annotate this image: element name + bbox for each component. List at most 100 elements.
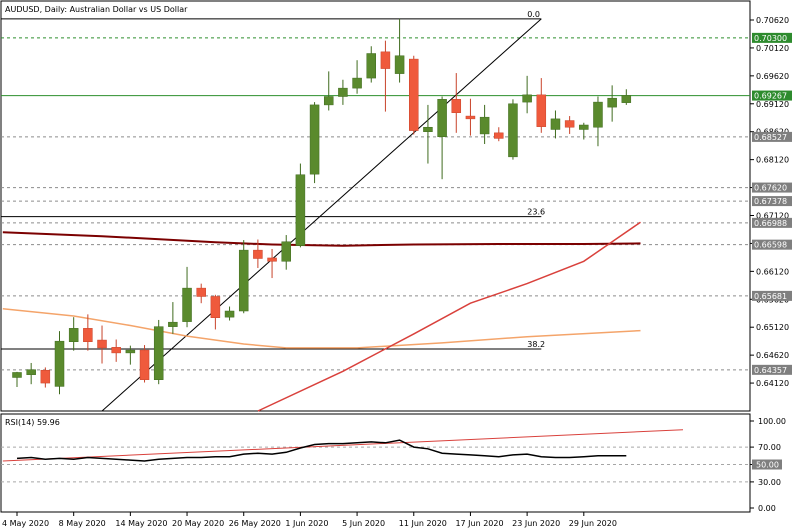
price-tick-label: 0.66120 <box>756 267 789 276</box>
candle-body <box>409 58 419 131</box>
candle-body <box>40 369 51 384</box>
candle-body <box>607 97 617 108</box>
price-tick-label: 0.70120 <box>756 44 789 53</box>
candle-body <box>465 115 476 120</box>
candle-body <box>323 96 334 106</box>
price-tick-label: 0.70620 <box>756 16 789 25</box>
candle <box>139 345 150 383</box>
price-tick-label: 0.64120 <box>756 379 789 388</box>
time-tick-label: 29 Jun 2020 <box>569 519 617 528</box>
fibonacci-trendline <box>101 18 542 412</box>
candle <box>593 96 603 147</box>
candle-body <box>621 95 632 103</box>
candle <box>423 104 433 164</box>
candle <box>182 266 192 328</box>
rsi-tick-label: 0.00 <box>758 504 776 513</box>
candle <box>380 40 391 112</box>
price-tick-label: 0.65120 <box>756 323 789 332</box>
rsi-line <box>16 439 627 462</box>
time-tick-label: 20 May 2020 <box>172 519 224 528</box>
horizontal-levels <box>1 37 750 371</box>
candle-body <box>168 321 178 327</box>
candle <box>210 294 221 330</box>
candle-body <box>451 99 462 113</box>
moving-average-line <box>2 231 641 247</box>
price-tag <box>752 217 792 228</box>
candle <box>111 339 121 362</box>
candle <box>465 98 476 136</box>
candle-body <box>139 349 150 380</box>
candle <box>26 362 36 385</box>
candle <box>479 104 490 144</box>
moving-average-line <box>257 221 641 412</box>
candle <box>168 302 178 334</box>
price-tag-label: 0.66598 <box>754 241 787 250</box>
time-tick-label: 1 Jun 2020 <box>285 519 328 528</box>
time-tick-label: 11 Jun 2020 <box>399 519 447 528</box>
candle <box>494 127 504 142</box>
candle <box>437 96 447 180</box>
candle-body <box>579 124 589 130</box>
price-tag <box>752 196 792 207</box>
price-tick-label: 0.69620 <box>756 72 789 81</box>
candle <box>323 71 334 111</box>
price-tag-label: 0.68527 <box>754 133 787 142</box>
candle <box>281 235 291 270</box>
candle-body <box>196 287 206 297</box>
candle-body <box>536 94 547 127</box>
time-tick-label: 5 Jun 2020 <box>342 519 385 528</box>
rsi-grid <box>1 446 750 483</box>
candle <box>352 60 362 94</box>
candle-body <box>437 99 447 137</box>
candle-body <box>338 87 348 97</box>
candle <box>238 240 249 314</box>
candle-body <box>83 328 93 342</box>
rsi-label: RSI(14) 59.96 <box>5 418 60 427</box>
time-tick-label: 14 May 2020 <box>115 519 167 528</box>
candle-body <box>309 104 320 175</box>
rsi-tick-label: 100.00 <box>758 417 786 426</box>
price-panel: 0.0 23.6 38.2 AUDUSD, Daily: Australian Do… <box>0 0 751 412</box>
candle <box>267 249 277 279</box>
price-tag-label: 0.69267 <box>754 92 787 101</box>
price-tag <box>752 182 792 193</box>
rsi-level-tag-label: 50.00 <box>756 461 779 470</box>
price-tag <box>752 90 792 101</box>
candle <box>40 367 51 388</box>
candle <box>621 89 632 105</box>
candle-body <box>182 287 192 322</box>
candle-body <box>550 118 561 130</box>
candle <box>253 239 263 269</box>
candle <box>607 85 617 122</box>
candle <box>579 122 589 140</box>
price-tag <box>752 239 792 250</box>
candle <box>54 331 65 395</box>
candle <box>536 78 547 133</box>
fibonacci-level-label: 38.2 <box>527 340 545 349</box>
candle-body <box>508 103 518 158</box>
candles <box>12 18 632 395</box>
rsi-axis: 100.00 70.00 30.00 0.00 50.00 <box>750 417 786 513</box>
price-tag <box>752 290 792 301</box>
time-tick-label: 17 Jun 2020 <box>455 519 503 528</box>
candle <box>564 116 575 134</box>
time-axis: 4 May 2020 8 May 2020 14 May 2020 20 May 20… <box>2 512 617 528</box>
candle-body <box>295 174 306 246</box>
price-tag <box>752 32 792 43</box>
candle-body <box>12 372 22 378</box>
time-tick-label: 23 Jun 2020 <box>512 519 560 528</box>
price-axis: 0.706200.701200.696200.691200.686200.681… <box>750 16 792 388</box>
candle <box>338 79 348 105</box>
candle <box>125 345 136 365</box>
fibonacci-level-label: 23.6 <box>527 208 545 217</box>
candle <box>295 163 306 248</box>
price-tick-label: 0.68120 <box>756 156 789 165</box>
candle <box>309 102 320 184</box>
price-tick-label: 0.67120 <box>756 211 789 220</box>
candle-body <box>281 241 291 262</box>
candle <box>83 314 93 351</box>
rsi-level-tag <box>752 459 782 470</box>
candle-body <box>68 328 79 342</box>
chart-title: AUDUSD, Daily: Australian Dollar vs US D… <box>5 5 188 14</box>
